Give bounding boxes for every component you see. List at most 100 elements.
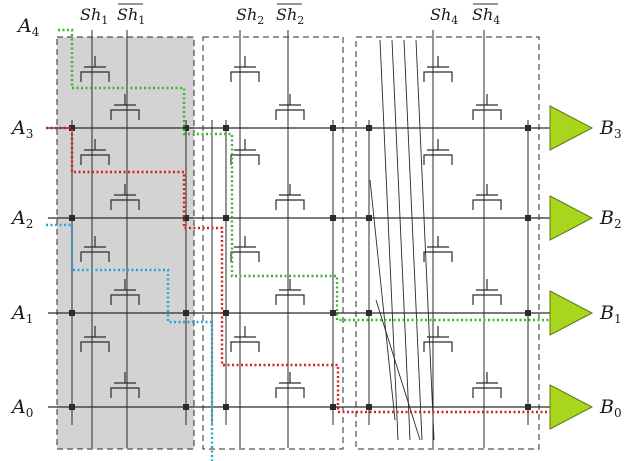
transistor-channel xyxy=(423,71,453,82)
junction-dot xyxy=(183,310,189,316)
pass-transistor-7 xyxy=(110,372,140,398)
pass-transistor-20 xyxy=(423,236,453,262)
transistor-channel xyxy=(80,154,110,165)
pass-transistor-4 xyxy=(80,236,110,262)
pass-transistor-23 xyxy=(472,372,502,398)
junction-dot xyxy=(223,404,229,410)
red-path-A3-to-B0 xyxy=(46,126,552,414)
stage-2-box xyxy=(202,36,344,450)
input-label-A0: A0 xyxy=(10,396,33,420)
input-label-A3: A3 xyxy=(10,117,33,141)
pass-transistor-17 xyxy=(472,94,502,120)
buffer-B1 xyxy=(549,290,594,336)
pass-transistor-22 xyxy=(423,326,453,352)
pass-transistor-14 xyxy=(230,326,260,352)
crossing-wire-2 xyxy=(403,39,423,441)
pass-transistor-8 xyxy=(230,56,260,82)
transistor-channel xyxy=(423,251,453,262)
input-label-A4: A4 xyxy=(16,15,40,39)
junction-dot xyxy=(69,125,75,131)
junction-dot xyxy=(330,125,336,131)
junction-dot xyxy=(69,404,75,410)
control-label-Sh1bar-base: Sh xyxy=(117,5,138,24)
pass-transistor-19 xyxy=(472,184,502,210)
crossing-wire-5 xyxy=(375,299,421,441)
transistor-channel xyxy=(472,387,502,398)
junction-dot xyxy=(366,215,372,221)
control-label-Sh1bar: Sh1 xyxy=(117,5,145,27)
input-label-A4-sub: 4 xyxy=(32,25,40,39)
input-label-A1-base: A xyxy=(10,302,26,324)
pass-transistor-0 xyxy=(80,56,110,82)
output-label-B1-base: B xyxy=(599,302,614,324)
control-label-Sh1-base: Sh xyxy=(80,5,101,24)
pass-transistor-10 xyxy=(230,139,260,165)
control-label-Sh1bar-sub: 1 xyxy=(138,14,145,27)
junction-dot xyxy=(366,125,372,131)
junction-dot xyxy=(183,125,189,131)
input-label-A2-sub: 2 xyxy=(26,217,34,231)
transistor-channel xyxy=(230,154,260,165)
transistor-channel xyxy=(80,341,110,352)
output-label-B3-sub: 3 xyxy=(614,127,622,141)
input-label-A4-base: A xyxy=(16,15,32,37)
control-label-Sh2bar: Sh2 xyxy=(276,5,304,27)
output-label-B0: B0 xyxy=(599,396,622,420)
transistor-channel xyxy=(110,109,140,120)
control-label-Sh4bar: Sh4 xyxy=(472,5,500,27)
crossing-wire-1 xyxy=(391,39,411,441)
output-label-B3: B3 xyxy=(599,117,622,141)
output-label-B2-base: B xyxy=(599,207,614,229)
input-label-A2-base: A xyxy=(10,207,26,229)
transistor-channel xyxy=(423,341,453,352)
crossing-wire-0 xyxy=(379,39,399,441)
junction-dot xyxy=(366,404,372,410)
transistor-channel xyxy=(230,251,260,262)
output-label-B1: B1 xyxy=(599,302,622,326)
input-label-A1: A1 xyxy=(10,302,33,326)
pass-transistor-9 xyxy=(275,94,305,120)
pass-transistor-21 xyxy=(472,279,502,305)
output-label-B1-sub: 1 xyxy=(614,312,622,326)
output-label-B0-sub: 0 xyxy=(614,406,622,420)
input-label-A1-sub: 1 xyxy=(26,312,34,326)
pass-transistor-5 xyxy=(110,279,140,305)
junction-dot xyxy=(330,215,336,221)
junction-dot xyxy=(525,310,531,316)
transistor-channel xyxy=(472,294,502,305)
input-label-A0-base: A xyxy=(10,396,26,418)
junction-dot xyxy=(366,310,372,316)
pass-transistor-2 xyxy=(80,139,110,165)
junction-dot xyxy=(69,310,75,316)
pass-transistor-1 xyxy=(110,94,140,120)
transistor-channel xyxy=(472,109,502,120)
junction-dot xyxy=(223,215,229,221)
pass-transistor-12 xyxy=(230,236,260,262)
stage-3-box xyxy=(355,36,540,450)
control-label-Sh4-sub: 4 xyxy=(451,14,458,27)
buffer-B2 xyxy=(549,195,594,241)
transistor-channel xyxy=(275,199,305,210)
control-label-Sh2bar-sub: 2 xyxy=(297,14,304,27)
junction-dot xyxy=(330,310,336,316)
control-label-Sh4-base: Sh xyxy=(430,5,451,24)
junction-dot xyxy=(183,404,189,410)
junction-dot xyxy=(525,404,531,410)
pass-transistor-18 xyxy=(423,139,453,165)
transistor-channel xyxy=(80,251,110,262)
control-label-Sh4bar-sub: 4 xyxy=(493,14,500,27)
junction-dot xyxy=(223,125,229,131)
transistor-channel xyxy=(110,387,140,398)
buffer-B0 xyxy=(549,384,594,430)
pass-transistor-3 xyxy=(110,184,140,210)
pass-transistor-15 xyxy=(275,372,305,398)
buffer-B3 xyxy=(549,105,594,151)
transistor-channel xyxy=(110,199,140,210)
transistor-channel xyxy=(80,71,110,82)
pass-transistor-11 xyxy=(275,184,305,210)
junction-dot xyxy=(525,125,531,131)
input-label-A2: A2 xyxy=(10,207,33,231)
output-label-B2-sub: 2 xyxy=(614,217,622,231)
